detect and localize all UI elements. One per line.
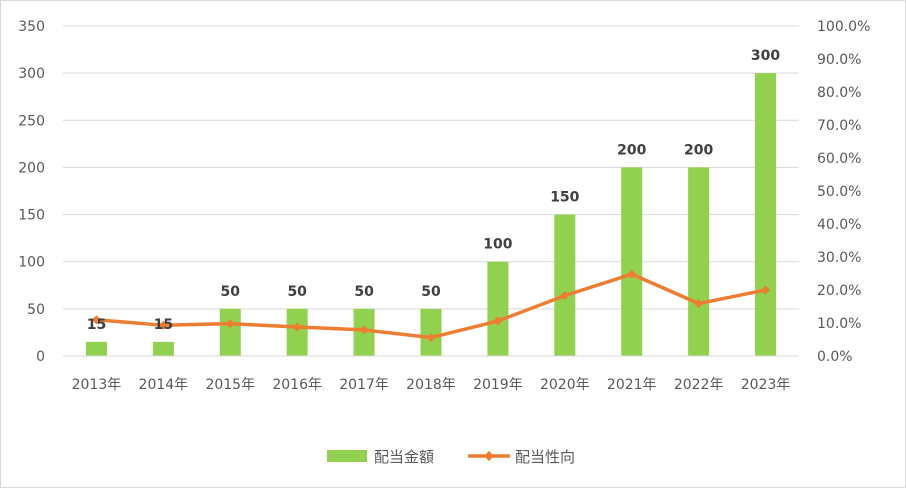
y-right-tick-label: 30.0% bbox=[817, 250, 861, 266]
y-left-tick-label: 250 bbox=[18, 113, 45, 129]
y-left-tick-label: 350 bbox=[18, 19, 45, 35]
x-tick-label: 2014年 bbox=[139, 377, 189, 393]
line-series bbox=[91, 269, 771, 343]
x-tick-label: 2016年 bbox=[272, 377, 322, 393]
legend-label: 配当金額 bbox=[374, 448, 434, 466]
line-point bbox=[493, 316, 503, 326]
bar-data-label: 100 bbox=[483, 237, 512, 253]
x-tick-label: 2017年 bbox=[339, 377, 389, 393]
bar bbox=[621, 167, 643, 356]
y-left-tick-label: 150 bbox=[18, 208, 45, 224]
bar-series bbox=[85, 73, 777, 357]
bar bbox=[152, 341, 174, 356]
legend-label: 配当性向 bbox=[515, 448, 575, 466]
line-point bbox=[694, 299, 704, 309]
line-point bbox=[158, 320, 168, 330]
bar-data-label: 50 bbox=[287, 284, 307, 300]
x-tick-label: 2018年 bbox=[406, 377, 456, 393]
line-point bbox=[761, 285, 771, 295]
y-right-tick-label: 10.0% bbox=[817, 316, 861, 332]
x-tick-label: 2013年 bbox=[72, 377, 122, 393]
bar bbox=[420, 308, 442, 356]
bar bbox=[85, 341, 107, 356]
y-left-tick-label: 100 bbox=[18, 255, 45, 271]
y-right-tick-label: 100.0% bbox=[817, 19, 870, 35]
bar bbox=[554, 214, 576, 356]
x-tick-label: 2019年 bbox=[473, 377, 523, 393]
y-right-tick-label: 90.0% bbox=[817, 52, 861, 68]
bar bbox=[487, 261, 509, 356]
bar-data-label: 200 bbox=[684, 142, 713, 158]
x-tick-label: 2022年 bbox=[674, 377, 724, 393]
bar-data-label: 300 bbox=[751, 48, 780, 64]
bar bbox=[286, 308, 308, 356]
line-point bbox=[225, 319, 235, 329]
x-tick-label: 2023年 bbox=[741, 377, 791, 393]
y-right-tick-label: 50.0% bbox=[817, 184, 861, 200]
y-left-tick-label: 200 bbox=[18, 160, 45, 176]
y-right-tick-label: 40.0% bbox=[817, 217, 861, 233]
y-left-tick-label: 50 bbox=[27, 302, 45, 318]
line-point bbox=[91, 315, 101, 325]
bar-data-label: 50 bbox=[221, 284, 241, 300]
bar-data-label: 150 bbox=[550, 190, 579, 206]
data-labels: 15 15 50 50 50 50 100 150 200 200 300 bbox=[87, 48, 781, 333]
y-right-tick-label: 60.0% bbox=[817, 151, 861, 167]
y-right-tick-label: 0.0% bbox=[817, 349, 853, 365]
gridlines bbox=[63, 25, 799, 357]
bar bbox=[219, 308, 241, 356]
line-point bbox=[627, 269, 637, 279]
bar-data-label: 50 bbox=[354, 284, 374, 300]
x-tick-label: 2020年 bbox=[540, 377, 590, 393]
bar-data-label: 15 bbox=[154, 317, 173, 333]
bar bbox=[688, 167, 710, 356]
y-left-tick-label: 300 bbox=[18, 66, 45, 82]
legend-line-marker bbox=[484, 451, 494, 461]
y-right-tick-label: 80.0% bbox=[817, 85, 861, 101]
axes: 0 50 100 150 200 250 300 350 0.0% 10.0% 20.0% 30.0%… bbox=[18, 19, 870, 393]
bar-data-label: 200 bbox=[617, 142, 646, 158]
x-tick-label: 2021年 bbox=[607, 377, 657, 393]
line-point bbox=[292, 322, 302, 332]
x-tick-label: 2015年 bbox=[205, 377, 255, 393]
y-right-tick-label: 70.0% bbox=[817, 118, 861, 134]
y-left-tick-label: 0 bbox=[36, 349, 45, 365]
line-point bbox=[359, 325, 369, 335]
legend: 配当金額 配当性向 bbox=[327, 448, 575, 466]
bar-data-label: 50 bbox=[421, 284, 441, 300]
bar bbox=[755, 73, 777, 357]
y-right-tick-label: 20.0% bbox=[817, 283, 861, 299]
line-point bbox=[560, 291, 570, 301]
legend-bar-swatch bbox=[327, 450, 367, 462]
bar-data-label: 15 bbox=[87, 317, 106, 333]
line-point bbox=[426, 333, 436, 343]
